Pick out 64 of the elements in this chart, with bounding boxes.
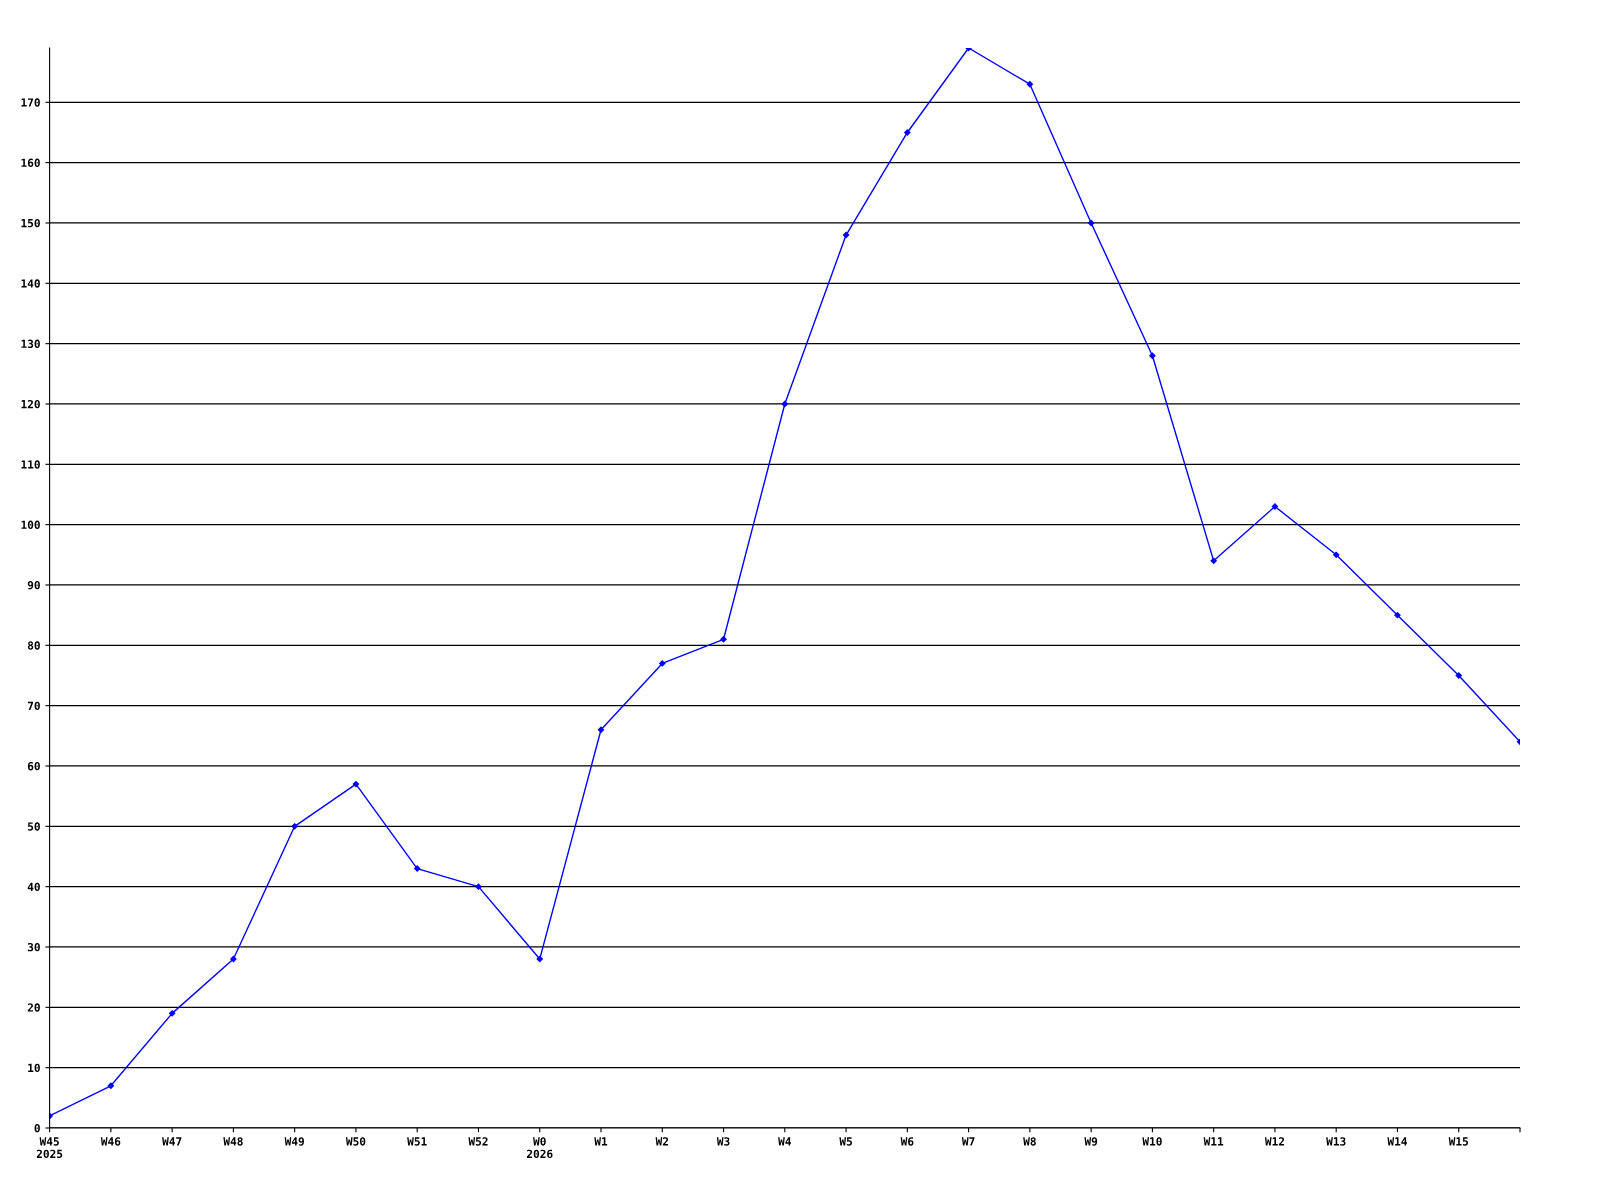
- y-tick-label: 90: [27, 580, 40, 590]
- y-tick-label: 160: [21, 158, 40, 168]
- point: [720, 636, 727, 643]
- point: [168, 1010, 176, 1017]
- y-tick-label: 0: [34, 1123, 40, 1133]
- y-tick-label: 80: [27, 641, 40, 650]
- point: [536, 955, 543, 963]
- x-tick-label: W7: [961, 1137, 975, 1146]
- point: [1455, 672, 1462, 679]
- x-tick-label: W1: [594, 1137, 608, 1146]
- x-tick-label: W12: [1264, 1137, 1285, 1146]
- x-tick-label: W13: [1326, 1137, 1346, 1146]
- x-tick-label: W51: [407, 1137, 427, 1146]
- x-tick-label: W2: [655, 1137, 669, 1146]
- x-tick-label: W47: [162, 1137, 182, 1146]
- point: [904, 129, 911, 136]
- y-tick-label: 10: [28, 1063, 40, 1073]
- x-tick-label: W3: [716, 1137, 730, 1146]
- point: [659, 660, 666, 667]
- x-tick-label: W15: [1448, 1137, 1469, 1146]
- point: [352, 780, 360, 788]
- point: [842, 231, 850, 239]
- x-tick-label: W50: [345, 1137, 366, 1146]
- y-tick-label: 170: [21, 98, 40, 107]
- point: [475, 883, 482, 890]
- point: [597, 726, 605, 733]
- x-tick-label: W10: [1142, 1137, 1162, 1146]
- point: [781, 400, 788, 408]
- y-tick-label: 50: [27, 822, 40, 831]
- point: [1026, 81, 1034, 88]
- x-tick-label: W49: [284, 1137, 304, 1146]
- point: [107, 1082, 115, 1089]
- x-tick-label: W46: [100, 1137, 121, 1146]
- x-tick-label: W52: [468, 1137, 488, 1146]
- x-tick-label: W8: [1023, 1137, 1036, 1146]
- point: [1087, 219, 1095, 227]
- y-tick-label: 20: [27, 1003, 40, 1012]
- x-tick-label: W45 2025: [36, 1137, 63, 1159]
- y-tick-label: 130: [21, 339, 40, 349]
- x-tick-label: W6: [900, 1137, 914, 1146]
- y-tick-label: 40: [27, 882, 40, 892]
- x-tick-label: W0 2026: [526, 1137, 553, 1159]
- y-tick-label: 150: [21, 218, 40, 228]
- point: [291, 823, 298, 830]
- point: [1210, 557, 1217, 564]
- point: [1271, 503, 1279, 510]
- y-tick-label: 120: [21, 399, 40, 409]
- y-tick-label: 100: [21, 520, 40, 530]
- x-tick-label: W9: [1084, 1137, 1098, 1146]
- point: [414, 865, 421, 872]
- y-tick-label: 110: [21, 460, 40, 469]
- x-tick-label: W11: [1203, 1137, 1224, 1146]
- x-tick-label: W48: [223, 1137, 243, 1146]
- point: [1333, 551, 1340, 558]
- point: [1149, 352, 1156, 359]
- y-tick-label: 70: [27, 701, 40, 711]
- y-tick-label: 30: [27, 942, 40, 952]
- x-tick-label: W5: [839, 1137, 852, 1146]
- x-tick-label: W4: [778, 1137, 791, 1146]
- y-tick-label: 60: [27, 761, 40, 771]
- y-tick-label: 140: [21, 279, 40, 288]
- point: [1394, 612, 1401, 619]
- point: [230, 955, 237, 963]
- x-tick-label: W14: [1387, 1137, 1407, 1146]
